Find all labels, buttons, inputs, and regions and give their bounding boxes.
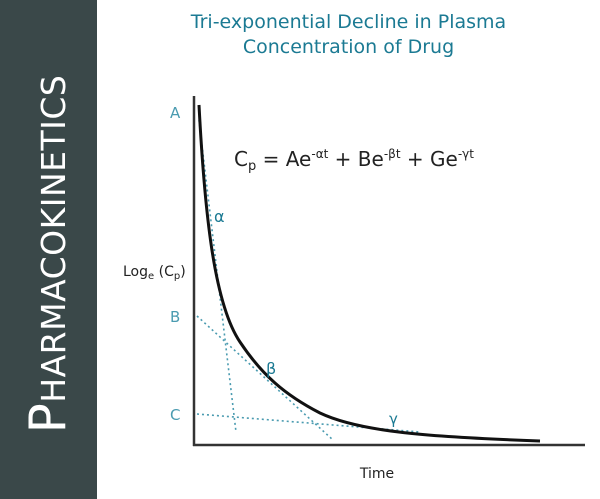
- y-axis-label: Loge (Cp): [123, 264, 186, 282]
- concentration-curve: [197, 104, 541, 443]
- tick-label-a: A: [170, 104, 181, 122]
- phase-label-gamma: γ: [389, 410, 398, 428]
- phase-label-alpha: α: [214, 207, 225, 226]
- sidebar: PHARMACOKINETICS: [0, 0, 97, 499]
- beta-extrapolation-line: [196, 315, 334, 441]
- diagram-title: Tri-exponential Decline in Plasma Concen…: [97, 10, 600, 60]
- equation: Cp = Ae-αt + Be-βt + Ge-γt: [234, 147, 474, 174]
- alpha-extrapolation-line: [198, 119, 237, 433]
- phase-label-beta: β: [266, 359, 276, 378]
- x-axis-label: Time: [359, 466, 394, 482]
- title-line-2: Concentration of Drug: [242, 36, 455, 58]
- tick-label-b: B: [170, 308, 180, 326]
- title-line-1: Tri-exponential Decline in Plasma: [190, 11, 507, 33]
- tick-label-c: C: [170, 406, 180, 424]
